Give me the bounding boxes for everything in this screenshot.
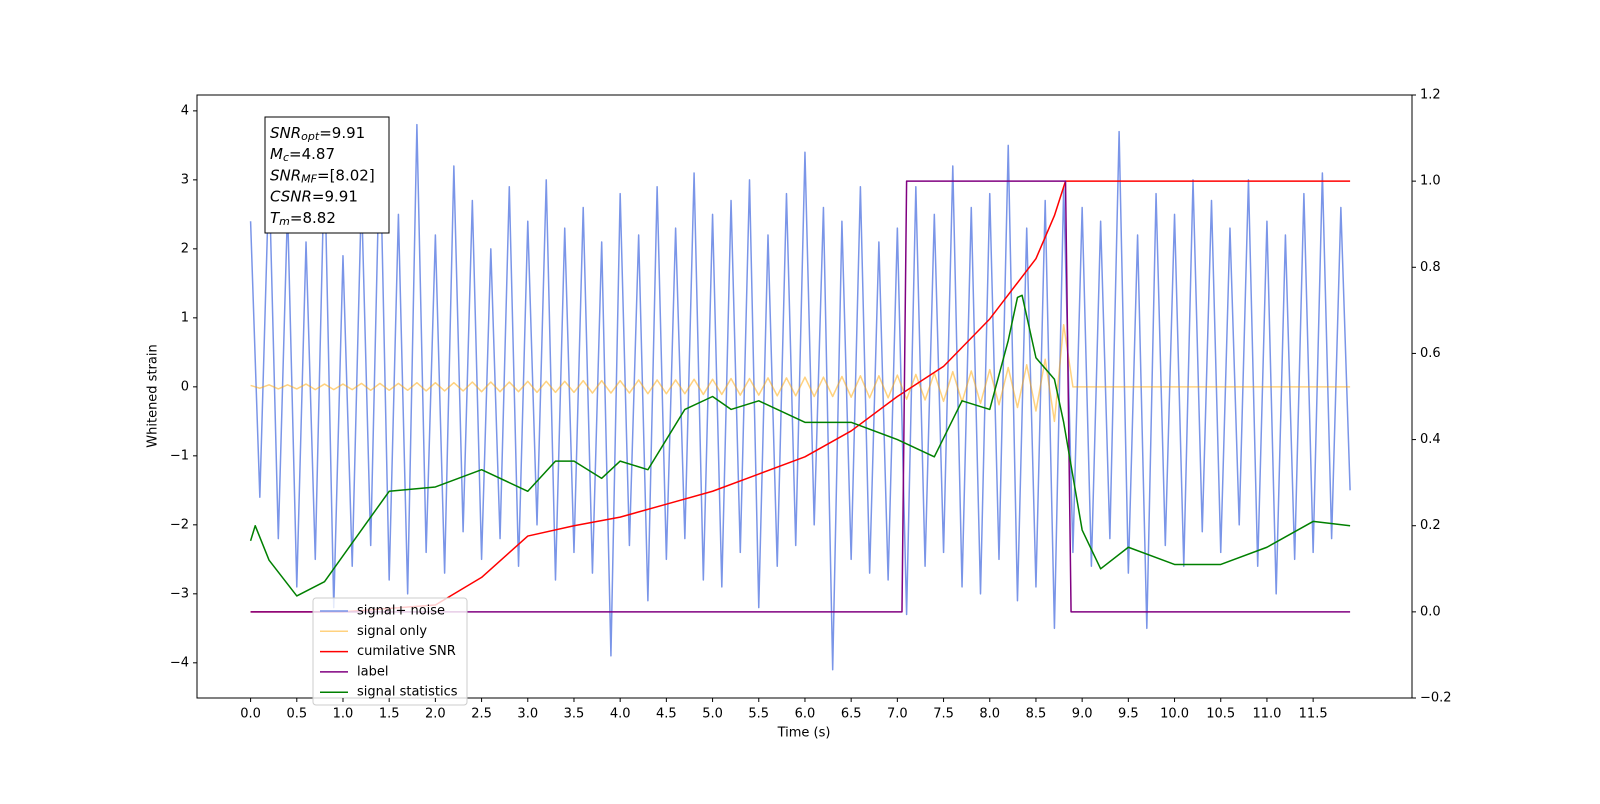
x-axis-label: Time (s) xyxy=(777,726,831,741)
x-tick-label: 1.5 xyxy=(379,707,400,722)
y2-tick-label: 0.0 xyxy=(1420,604,1441,619)
x-tick-label: 10.5 xyxy=(1206,707,1235,722)
series-line xyxy=(250,324,1351,423)
x-tick-label: 10.0 xyxy=(1160,707,1189,722)
annotation-symbol: T xyxy=(270,208,281,226)
annotation-symbol: M xyxy=(270,145,283,163)
annotation-subscript: c xyxy=(283,151,289,164)
annotation-value: =[8.02] xyxy=(317,166,375,184)
y-tick-label: 3 xyxy=(181,172,189,187)
annotation-value: =9.91 xyxy=(319,124,365,142)
series-line xyxy=(249,294,1351,597)
y-axis-label: Whitened strain xyxy=(146,344,161,447)
x-tick-label: 5.5 xyxy=(748,707,769,722)
x-tick-label: 8.5 xyxy=(1026,707,1047,722)
legend-label: signal statistics xyxy=(357,685,458,700)
y-tick-label: 1 xyxy=(181,310,189,325)
x-tick-label: 2.5 xyxy=(471,707,492,722)
annotation-line: Mc=4.87 xyxy=(270,145,335,165)
y-tick-label: −4 xyxy=(170,655,189,670)
y-tick-label: 0 xyxy=(181,379,189,394)
plot-area xyxy=(249,123,1351,671)
x-tick-label: 9.5 xyxy=(1118,707,1139,722)
series-line xyxy=(250,180,1351,613)
legend-label: signal only xyxy=(357,624,427,639)
annotation-symbol: CSNR xyxy=(270,187,312,205)
annotation-value: =4.87 xyxy=(289,145,335,163)
y-tick-label: −3 xyxy=(170,586,189,601)
series-line xyxy=(249,123,1351,671)
x-tick-label: 2.0 xyxy=(425,707,446,722)
x-tick-label: 6.5 xyxy=(841,707,862,722)
legend: signal+ noise signal only cumilative SNR la… xyxy=(312,597,468,706)
x-tick-label: 7.0 xyxy=(887,707,908,722)
y-tick-label: 2 xyxy=(181,241,189,256)
x-tick-label: 3.0 xyxy=(517,707,538,722)
annotation-line: Tm=8.82 xyxy=(270,208,336,228)
annotation-frame xyxy=(264,116,390,234)
x-tick-label: 11.0 xyxy=(1252,707,1281,722)
annotation-subscript: m xyxy=(279,215,290,228)
x-tick-label: 4.0 xyxy=(610,707,631,722)
x-tick-label: 7.5 xyxy=(933,707,954,722)
x-tick-label: 0.0 xyxy=(240,707,261,722)
y-tick-label: −1 xyxy=(170,448,189,463)
annotation-subscript: opt xyxy=(301,130,320,143)
y2-tick-label: −0.2 xyxy=(1420,691,1452,706)
annotation-line: SNRopt=9.91 xyxy=(270,124,365,144)
x-tick-label: 9.0 xyxy=(1072,707,1093,722)
y-tick-label: 4 xyxy=(181,103,189,118)
y2-tick-label: 0.2 xyxy=(1420,518,1441,533)
y2-tick-label: 0.6 xyxy=(1420,346,1441,361)
legend-frame xyxy=(312,597,468,706)
legend-label: signal+ noise xyxy=(357,604,445,619)
y-tick-label: −2 xyxy=(170,517,189,532)
annotation-value: =9.91 xyxy=(312,187,358,205)
x-tick-label: 5.0 xyxy=(702,707,723,722)
x-tick-label: 11.5 xyxy=(1299,707,1328,722)
series-line xyxy=(250,180,1351,613)
x-tick-label: 4.5 xyxy=(656,707,677,722)
annotation-value: =8.82 xyxy=(290,208,336,226)
x-tick-label: 0.5 xyxy=(286,707,307,722)
y2-tick-label: 0.4 xyxy=(1420,432,1441,447)
annotation-symbol: SNR xyxy=(270,124,301,142)
y2-tick-label: 1.2 xyxy=(1420,88,1441,103)
legend-label: cumilative SNR xyxy=(357,644,456,659)
annotation-subscript: MF xyxy=(301,172,317,185)
annotation-line: SNRMF=[8.02] xyxy=(270,166,375,186)
x-tick-label: 3.5 xyxy=(564,707,585,722)
annotation-symbol: SNR xyxy=(270,166,301,184)
x-tick-label: 1.0 xyxy=(333,707,354,722)
annotation-box: SNRopt=9.91Mc=4.87SNRMF=[8.02]CSNR=9.91T… xyxy=(264,116,390,234)
legend-label: label xyxy=(357,664,388,679)
annotation-line: CSNR=9.91 xyxy=(270,187,358,205)
y2-tick-label: 1.0 xyxy=(1420,174,1441,189)
x-tick-label: 8.0 xyxy=(979,707,1000,722)
x-tick-label: 6.0 xyxy=(795,707,816,722)
y2-tick-label: 0.8 xyxy=(1420,260,1441,275)
